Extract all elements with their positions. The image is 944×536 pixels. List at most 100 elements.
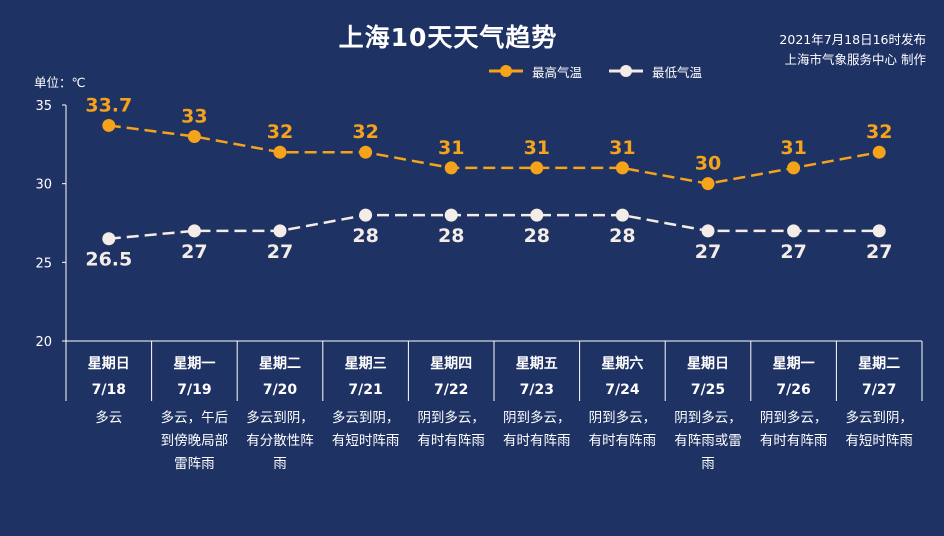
weekday-label: 星期五 bbox=[516, 356, 558, 372]
high-temp-label: 30 bbox=[695, 153, 721, 175]
high-temp-point bbox=[787, 161, 801, 175]
low-temp-label: 28 bbox=[352, 225, 378, 247]
weather-text: 多云 bbox=[95, 409, 122, 426]
weekday-label: 星期四 bbox=[430, 356, 472, 372]
low-temp-line bbox=[108, 213, 880, 240]
publisher: 上海市气象服务中心 制作 bbox=[784, 52, 926, 67]
legend: 最高气温 最低气温 bbox=[488, 60, 728, 82]
weather-text: 雷阵雨 bbox=[174, 456, 215, 472]
high-temp-label: 31 bbox=[524, 137, 550, 159]
low-temp-label: 27 bbox=[780, 241, 806, 263]
date-label: 7/24 bbox=[605, 382, 640, 398]
low-temp-label: 28 bbox=[438, 225, 464, 247]
high-temp-label: 31 bbox=[438, 137, 464, 159]
date-label: 7/22 bbox=[434, 382, 468, 398]
weather-text: 有时有阵雨 bbox=[760, 433, 828, 449]
weekday-label: 星期六 bbox=[601, 355, 643, 372]
weather-text: 有短时阵雨 bbox=[332, 433, 400, 449]
high-temp-point bbox=[444, 161, 458, 175]
low-temp-point bbox=[787, 224, 801, 238]
unit-label: 单位：℃ bbox=[34, 75, 86, 90]
high-temp-line bbox=[108, 124, 880, 185]
weather-text: 有时有阵雨 bbox=[417, 433, 485, 449]
y-tick-label: 35 bbox=[35, 99, 52, 114]
high-temp-point bbox=[872, 145, 886, 159]
weather-text: 阴到多云， bbox=[503, 409, 571, 426]
weather-text: 多云到阴， bbox=[246, 409, 314, 426]
high-temp-point bbox=[273, 145, 287, 159]
low-temp-label: 27 bbox=[267, 241, 293, 263]
weather-text: 多云到阴， bbox=[845, 409, 913, 426]
y-tick-label: 25 bbox=[35, 256, 52, 271]
low-temp-label: 28 bbox=[524, 225, 550, 247]
high-temp-label: 33 bbox=[181, 105, 207, 127]
weather-text: 阴到多云， bbox=[674, 409, 742, 426]
low-temp-point bbox=[359, 208, 373, 222]
high-temp-label: 32 bbox=[352, 121, 378, 143]
weather-text: 多云，午后 bbox=[161, 409, 229, 426]
low-temp-point bbox=[102, 232, 116, 246]
date-label: 7/25 bbox=[691, 382, 725, 398]
high-temp-label: 32 bbox=[866, 121, 892, 143]
weather-text: 阴到多云， bbox=[417, 409, 485, 426]
legend-item-low[interactable]: 最低气温 bbox=[608, 62, 702, 81]
weather-text: 多云到阴， bbox=[332, 409, 400, 426]
high-temp-label: 31 bbox=[780, 137, 806, 159]
publish-time: 2021年7月18日16时发布 bbox=[779, 32, 926, 47]
chart-title: 上海10天天气趋势 bbox=[338, 23, 558, 52]
weekday-label: 星期一 bbox=[173, 356, 215, 372]
legend-high-label: 最高气温 bbox=[532, 64, 583, 80]
legend-low-swatch bbox=[609, 65, 644, 77]
weather-text: 有短时阵雨 bbox=[845, 433, 913, 449]
weather-text: 有阵雨或雷 bbox=[674, 433, 742, 449]
low-temp-point bbox=[615, 208, 629, 222]
weekday-label: 星期日 bbox=[88, 356, 130, 372]
high-temp-point bbox=[701, 177, 715, 191]
weather-text: 到傍晚局部 bbox=[161, 432, 229, 449]
date-label: 7/21 bbox=[348, 382, 382, 398]
y-tick-label: 30 bbox=[35, 178, 52, 193]
low-temp-point bbox=[530, 208, 544, 222]
high-temp-label: 31 bbox=[609, 137, 635, 159]
high-temp-point bbox=[359, 145, 373, 159]
weekday-label: 星期日 bbox=[687, 356, 729, 372]
weather-text: 有时有阵雨 bbox=[503, 433, 571, 449]
weather-text: 雨 bbox=[701, 456, 715, 472]
date-label: 7/20 bbox=[263, 382, 298, 398]
y-tick-label: 20 bbox=[35, 335, 52, 350]
low-temp-label: 26.5 bbox=[85, 249, 132, 271]
low-temp-label: 27 bbox=[181, 241, 207, 263]
weekday-label: 星期二 bbox=[858, 356, 900, 372]
legend-low-label: 最低气温 bbox=[652, 64, 703, 80]
low-temp-point bbox=[872, 224, 886, 238]
date-label: 7/19 bbox=[177, 382, 211, 398]
date-label: 7/23 bbox=[520, 382, 554, 398]
publish-info: 2021年7月18日16时发布 上海市气象服务中心 制作 bbox=[666, 30, 926, 70]
low-temp-label: 27 bbox=[695, 241, 721, 263]
date-label: 7/26 bbox=[776, 382, 810, 398]
low-temp-point bbox=[273, 224, 287, 238]
low-temp-point bbox=[444, 208, 458, 222]
high-temp-point bbox=[102, 118, 116, 132]
high-temp-label: 32 bbox=[267, 121, 293, 143]
weather-text: 有分散性阵 bbox=[246, 433, 314, 449]
weather-text: 阴到多云， bbox=[760, 409, 828, 426]
low-temp-label: 27 bbox=[866, 241, 892, 263]
weather-text: 雨 bbox=[273, 456, 287, 472]
legend-item-high[interactable]: 最高气温 bbox=[488, 62, 582, 81]
legend-high-swatch bbox=[489, 65, 523, 77]
date-label: 7/27 bbox=[862, 382, 896, 398]
weekday-label: 星期三 bbox=[345, 356, 387, 372]
weekday-label: 星期一 bbox=[773, 356, 815, 372]
high-temp-point bbox=[615, 161, 629, 175]
high-temp-point bbox=[530, 161, 544, 175]
high-temp-point bbox=[187, 129, 201, 143]
weather-text: 阴到多云， bbox=[589, 409, 657, 426]
weather-text: 有时有阵雨 bbox=[589, 433, 657, 449]
weekday-label: 星期二 bbox=[259, 356, 301, 372]
high-temp-label: 33.7 bbox=[85, 94, 132, 116]
low-temp-point bbox=[187, 224, 201, 238]
date-label: 7/18 bbox=[92, 382, 126, 398]
low-temp-label: 28 bbox=[609, 225, 635, 247]
